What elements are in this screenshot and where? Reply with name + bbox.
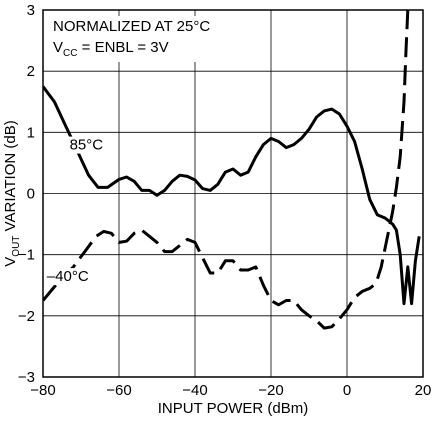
annotation-box: NORMALIZED AT 25°C VCC = ENBL = 3V: [49, 16, 217, 62]
tick-labels: −80 −60 −40 −20 0 20 −3 −2 −1 0 1 2 3: [18, 2, 431, 399]
series-label-bg: [44, 268, 91, 286]
y-axis-label: VOUT VARIATION (dB): [2, 120, 22, 266]
x-tick-label: 0: [343, 382, 351, 399]
y-tick-label: 3: [27, 2, 35, 19]
series-labels: 85°C –40°C: [44, 136, 106, 286]
annotation-line-2-main: V: [53, 39, 63, 56]
y-tick-label: 2: [27, 63, 35, 80]
y-tick-label: −3: [18, 369, 35, 386]
x-tick-label: 20: [415, 382, 432, 399]
annotation-bg: [49, 16, 217, 62]
y-tick-label: 0: [27, 186, 35, 203]
annotation-line-2-sub: CC: [63, 48, 77, 59]
annotation-line-2: VCC = ENBL = 3V: [53, 39, 169, 59]
x-tick-label: −20: [258, 382, 283, 399]
x-axis-label: INPUT POWER (dBm): [158, 400, 309, 417]
series-label: 85°C: [70, 137, 104, 154]
y-tick-label: −2: [18, 308, 35, 325]
grid: [42, 9, 424, 378]
series-line-1: [43, 9, 410, 330]
series-label-bg: [67, 136, 106, 154]
series-line-0: [43, 85, 421, 306]
plot-frame: [42, 9, 424, 378]
x-tick-label: −60: [106, 382, 131, 399]
series-label: –40°C: [47, 268, 89, 285]
y-tick-label: −1: [18, 247, 35, 264]
y-tick-label: 1: [27, 124, 35, 141]
x-tick-label: −80: [30, 382, 55, 399]
annotation-line-2-rest: = ENBL = 3V: [77, 39, 168, 56]
y-axis-label-sub: OUT: [11, 236, 22, 257]
y-axis-label-rest: VARIATION (dB): [2, 120, 19, 235]
x-tick-label: −40: [182, 382, 207, 399]
series-layer: [43, 9, 421, 330]
annotation-line-1: NORMALIZED AT 25°C: [53, 18, 210, 35]
y-axis-label-main: V: [2, 257, 19, 267]
